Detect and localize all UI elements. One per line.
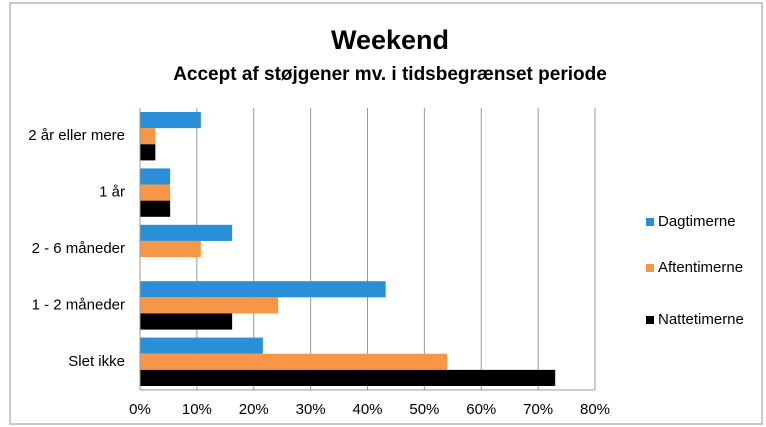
bar xyxy=(140,353,448,370)
legend-label: Nattetimerne xyxy=(658,311,744,328)
y-tick-label: Slet ikke xyxy=(68,353,125,370)
y-tick-label: 2 år eller mere xyxy=(28,127,125,144)
x-tick-label: 50% xyxy=(409,401,439,418)
x-tick-label: 0% xyxy=(129,401,151,418)
y-tick-label: 1 - 2 måneder xyxy=(32,296,125,313)
y-tick-label: 1 år xyxy=(99,184,125,201)
x-tick-label: 10% xyxy=(182,401,212,418)
bar xyxy=(140,313,233,330)
bar xyxy=(140,128,156,145)
chart-subtitle: Accept af støjgener mv. i tidsbegrænset … xyxy=(173,64,607,85)
legend-swatch xyxy=(646,218,654,226)
legend-swatch xyxy=(646,316,654,324)
x-tick-label: 40% xyxy=(352,401,382,418)
legend-swatch xyxy=(646,264,654,272)
legend-label: Dagtimerne xyxy=(658,213,736,230)
chart-title: Weekend xyxy=(331,25,449,55)
frame xyxy=(9,2,763,425)
bar xyxy=(140,144,156,161)
bar xyxy=(140,337,263,354)
bar xyxy=(140,200,171,217)
y-tick-label: 2 - 6 måneder xyxy=(32,240,125,257)
bar xyxy=(140,168,171,185)
bar xyxy=(140,369,556,386)
bar xyxy=(140,297,279,314)
x-tick-label: 80% xyxy=(580,401,610,418)
bar xyxy=(140,112,201,129)
bar xyxy=(140,240,201,258)
x-tick-label: 20% xyxy=(239,401,269,418)
bar xyxy=(140,224,233,241)
x-tick-label: 60% xyxy=(466,401,496,418)
bar xyxy=(140,281,386,298)
x-tick-label: 70% xyxy=(523,401,553,418)
bar xyxy=(140,184,171,201)
legend-label: Aftentimerne xyxy=(658,259,743,276)
x-tick-label: 30% xyxy=(296,401,326,418)
